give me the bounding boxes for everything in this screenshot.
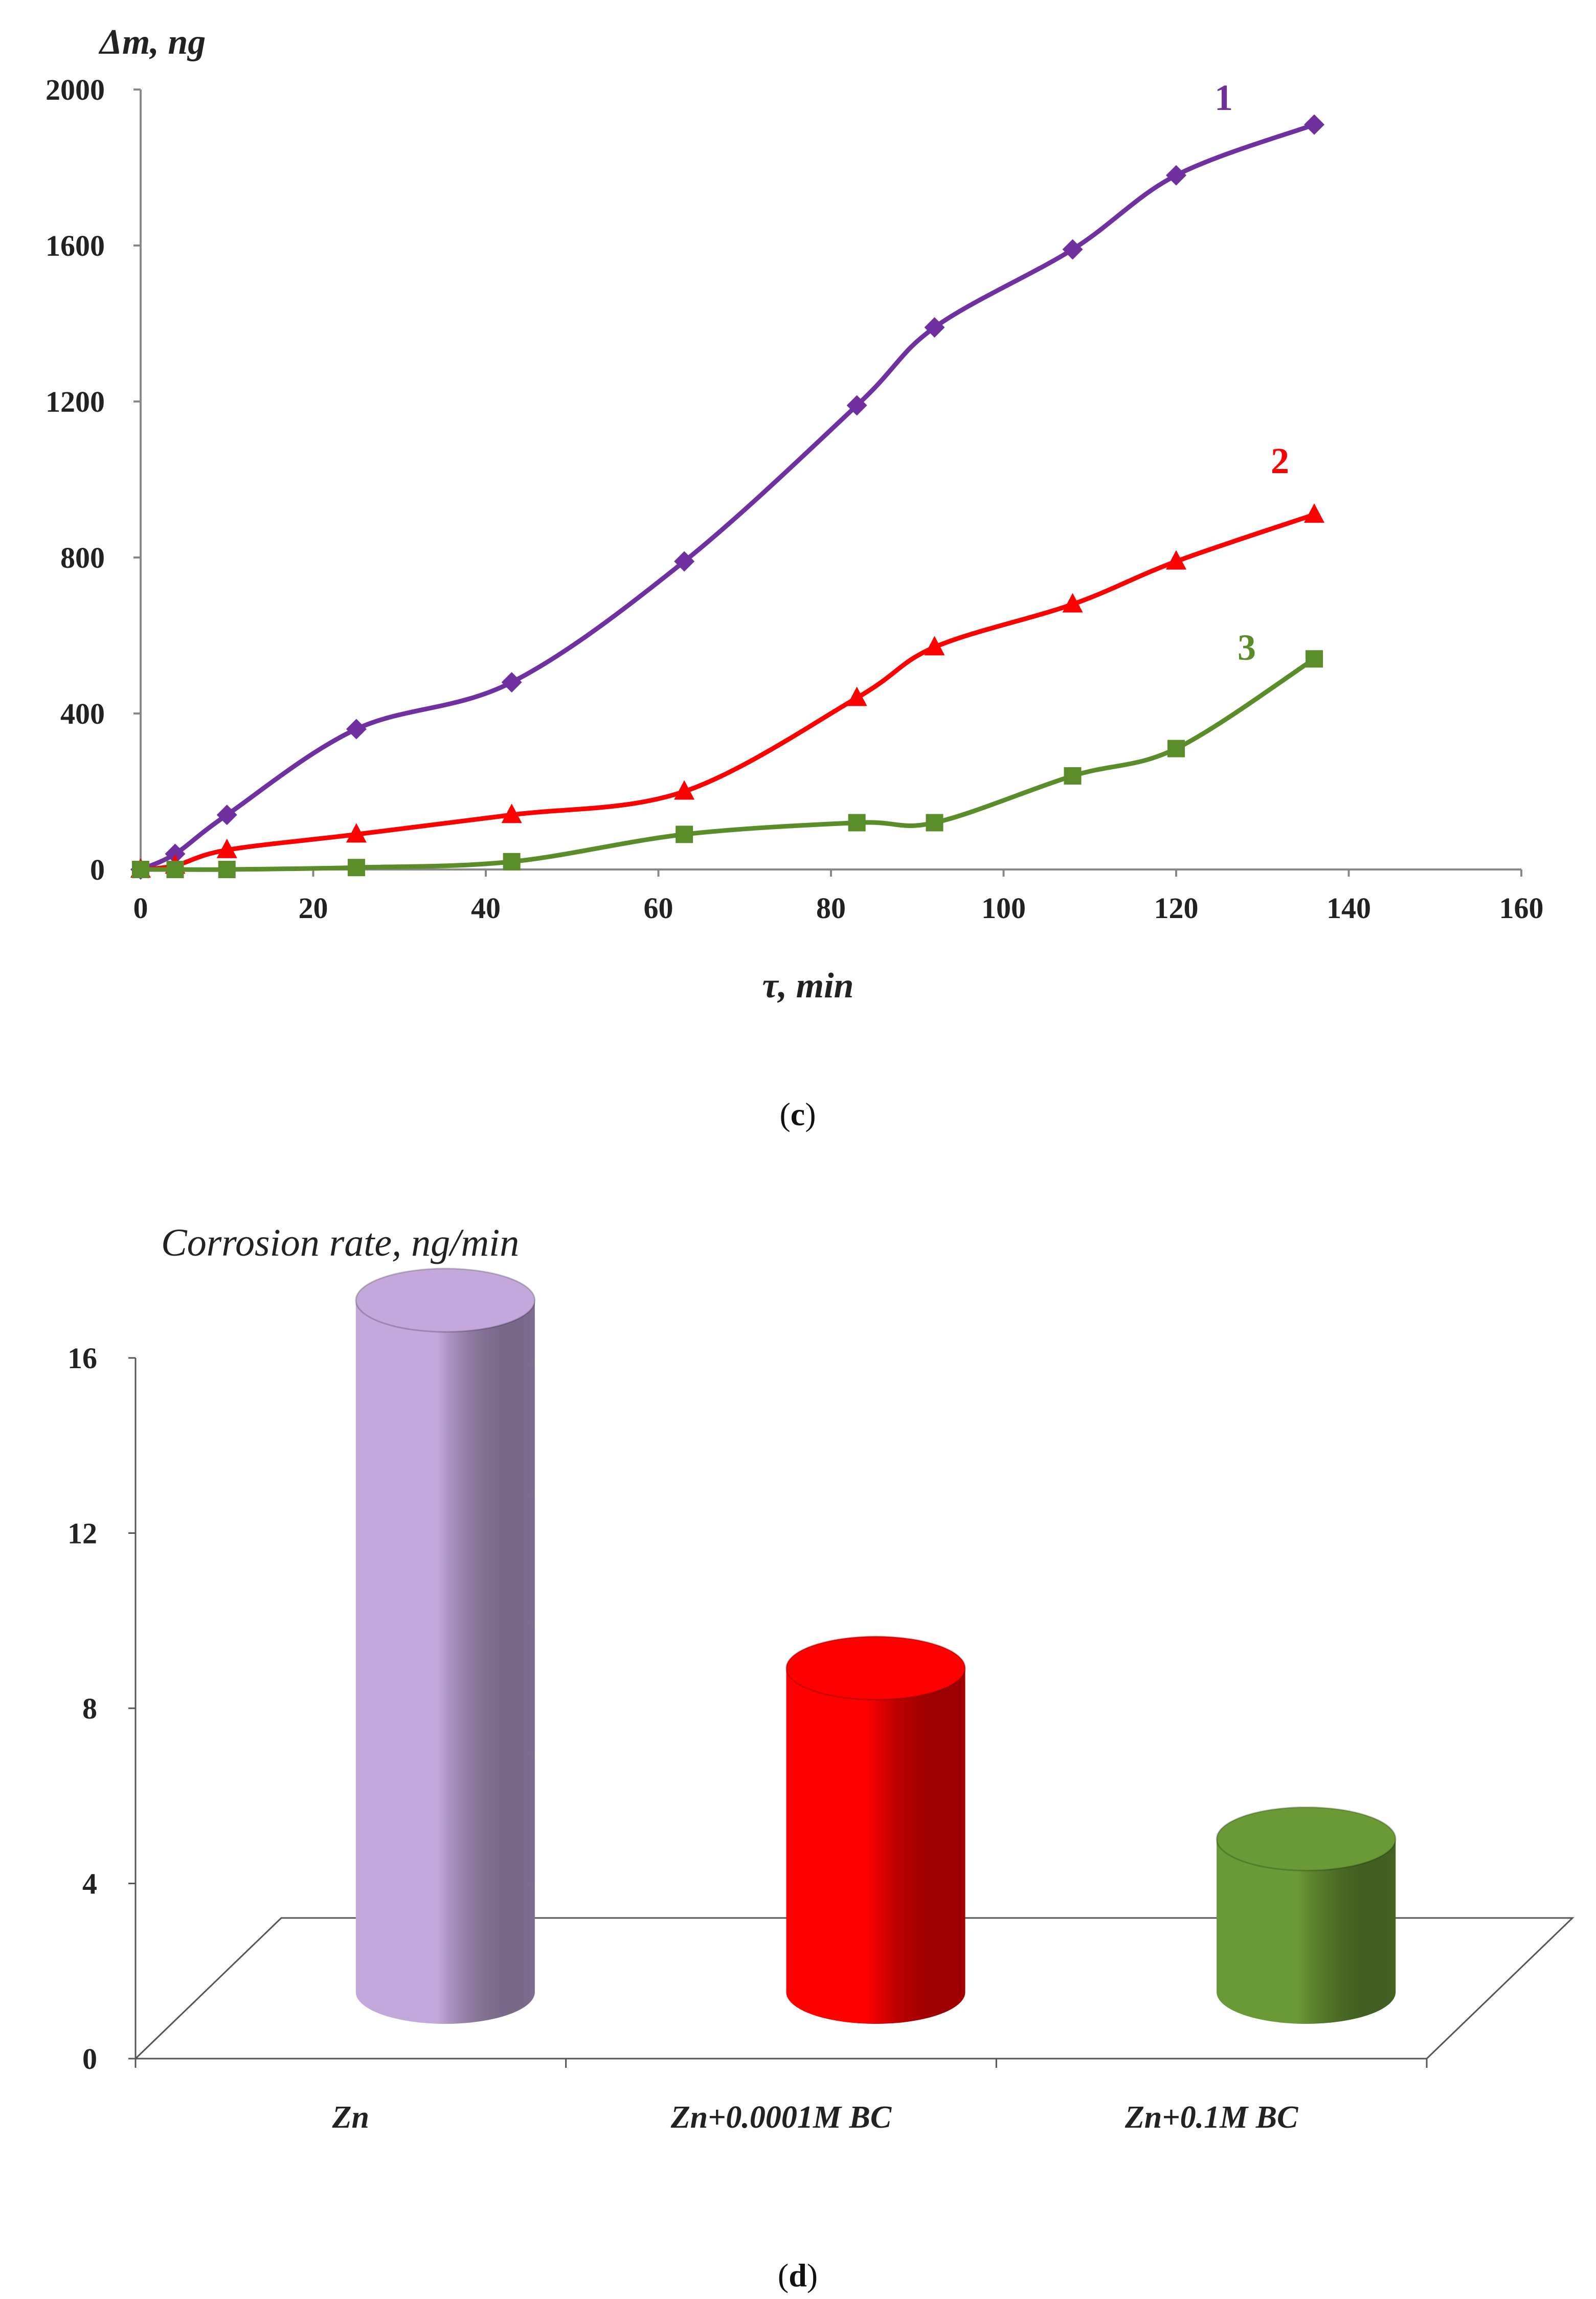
category-label: Zn+0.1M BC xyxy=(1125,2100,1298,2135)
bar-Zn+0.0001M BC xyxy=(785,1635,966,2024)
bar-shade xyxy=(355,1300,535,2024)
x-tick-label: 140 xyxy=(1327,891,1371,925)
data-point xyxy=(501,672,522,693)
y-tick-label: 16 xyxy=(68,1342,97,1375)
data-point xyxy=(132,861,149,878)
chart-title: Corrosion rate, ng/min xyxy=(161,1221,519,1264)
data-point xyxy=(216,838,237,858)
x-ticks: 0 20 40 60 80 100 120 140 160 xyxy=(133,869,1544,925)
series-line-3 xyxy=(140,657,1316,872)
data-point xyxy=(924,636,945,656)
series-label-3: 3 xyxy=(1238,627,1256,668)
bar-top xyxy=(785,1635,966,1701)
data-point xyxy=(1064,767,1082,785)
data-point xyxy=(1062,239,1083,260)
y-tick-label: 0 xyxy=(90,853,105,886)
y-tick-label: 800 xyxy=(60,541,105,574)
bar-top xyxy=(355,1267,536,1333)
y-tick-label: 0 xyxy=(82,2042,97,2075)
y-tick-label: 8 xyxy=(82,1692,97,1725)
x-tick-label: 100 xyxy=(981,891,1026,925)
data-point xyxy=(216,805,237,825)
y-tick-label: 1600 xyxy=(46,229,105,262)
bar-Zn xyxy=(355,1267,536,2024)
data-point xyxy=(166,861,184,878)
data-point xyxy=(1166,165,1186,186)
data-point xyxy=(503,853,521,871)
data-point xyxy=(846,686,867,706)
category-labels: Zn Zn+0.0001M BC Zn+0.1M BC xyxy=(332,2100,1298,2135)
data-point xyxy=(346,823,367,843)
bar-shade xyxy=(1217,1839,1396,2024)
line-chart-panel: 0 400 800 1200 1600 2000 0 20 40 60 80 100 120 140 16… xyxy=(46,23,1544,1006)
data-point xyxy=(848,814,866,832)
series-line-1 xyxy=(140,122,1315,872)
x-tick-label: 0 xyxy=(133,891,148,925)
y-axis-title: Δm, ng xyxy=(98,23,206,62)
data-point xyxy=(1304,114,1324,135)
caption-c: (c) xyxy=(779,1096,816,1132)
x-tick-label: 60 xyxy=(644,891,673,925)
y-tick-label: 2000 xyxy=(46,73,105,106)
data-point xyxy=(1166,550,1186,570)
x-tick-label: 20 xyxy=(299,891,328,925)
data-point xyxy=(674,780,695,800)
y-tick-label: 1200 xyxy=(46,385,105,418)
data-point xyxy=(924,317,945,338)
category-label: Zn xyxy=(332,2100,369,2135)
x-tick-label: 120 xyxy=(1154,891,1199,925)
x-tick-label: 80 xyxy=(816,891,846,925)
y-ticks: 0 400 800 1200 1600 2000 xyxy=(46,73,141,886)
y-tick-label: 4 xyxy=(82,1867,97,1901)
data-point xyxy=(165,843,186,864)
y-tick-label: 12 xyxy=(68,1517,97,1550)
data-point xyxy=(1167,740,1185,757)
series-label-1: 1 xyxy=(1215,77,1233,118)
bar-shade xyxy=(786,1668,965,2024)
x-tick-label: 40 xyxy=(471,891,501,925)
data-point xyxy=(347,859,365,877)
caption-d: (d) xyxy=(778,2257,818,2293)
bar-Zn+0.1M BC xyxy=(1216,1806,1397,2024)
bars-group xyxy=(355,1267,1397,2024)
data-point xyxy=(501,803,522,823)
data-point xyxy=(1306,650,1323,668)
bar-chart-panel: Corrosion rate, ng/min 0 4 8 12 16 Zn Zn+0.00… xyxy=(68,1221,1575,2135)
data-point xyxy=(926,814,943,832)
data-point xyxy=(1062,593,1083,613)
data-point xyxy=(676,825,693,843)
category-label: Zn+0.0001M BC xyxy=(670,2100,892,2135)
series-label-2: 2 xyxy=(1271,440,1289,481)
data-point xyxy=(218,861,236,878)
data-point xyxy=(346,719,367,740)
series-group xyxy=(130,114,1324,880)
y-tick-label: 400 xyxy=(60,697,105,730)
x-axis-title: τ, min xyxy=(762,966,854,1006)
series-labels: 1 2 3 xyxy=(1215,77,1289,668)
data-point xyxy=(1304,503,1324,523)
x-tick-label: 160 xyxy=(1499,891,1544,925)
bar-top xyxy=(1216,1806,1397,1871)
series-line-2 xyxy=(140,512,1315,872)
data-point xyxy=(846,395,867,416)
y-ticks: 0 4 8 12 16 xyxy=(68,1342,136,2075)
x-ticks xyxy=(134,2059,1428,2068)
data-point xyxy=(674,551,695,572)
